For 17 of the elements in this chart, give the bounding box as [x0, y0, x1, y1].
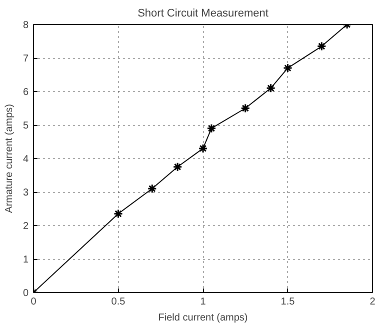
- y-axis-title: Armature current (amps): [4, 104, 15, 213]
- y-tick-label: 0: [22, 288, 29, 299]
- x-tick-label: 0: [30, 296, 37, 308]
- y-tick-label: 2: [22, 221, 29, 232]
- y-tick-label: 8: [22, 20, 29, 31]
- y-tick-label: 1: [22, 254, 29, 266]
- x-tick-label: 2: [370, 296, 376, 308]
- x-tick-label: 1: [200, 296, 206, 308]
- x-tick-label: 1.5: [280, 296, 296, 308]
- y-tick-label: 5: [22, 120, 29, 132]
- chart-title: Short Circuit Measurement: [138, 8, 268, 20]
- y-tick-label: 4: [22, 154, 29, 165]
- y-tick-label: 3: [22, 188, 29, 198]
- y-tick-label: 7: [22, 54, 29, 64]
- x-axis-title: Field current (amps): [158, 312, 248, 324]
- x-tick-label: 0.5: [111, 296, 126, 308]
- y-tick-label: 6: [22, 87, 29, 98]
